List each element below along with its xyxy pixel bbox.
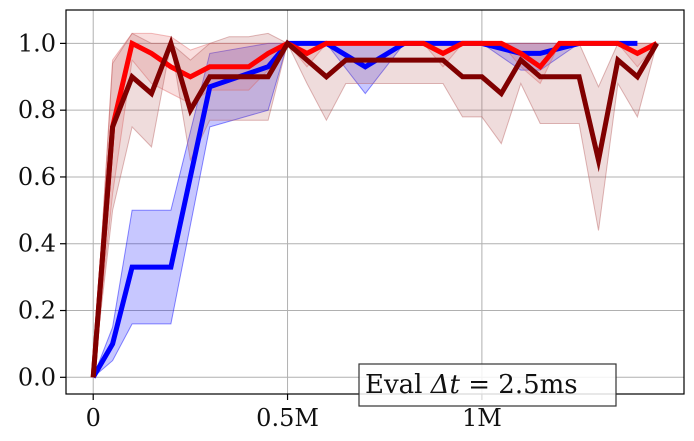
annotation-prefix: Eval [365, 370, 431, 400]
annotation-text: Eval Δt = 2.5ms [365, 370, 578, 400]
x-tick-label: 0.5M [256, 404, 319, 432]
x-tick-label: 0 [86, 404, 101, 432]
series-1-line [90, 39, 658, 378]
y-tick-label: 1.0 [18, 29, 56, 57]
annotation-box: Eval Δt = 2.5ms [358, 363, 617, 407]
y-tick-label: 0.4 [18, 230, 56, 258]
series-2-line [90, 35, 659, 378]
y-tick-label: 0.6 [18, 163, 56, 191]
y-tick-label: 0.0 [18, 363, 56, 391]
y-tick-label: 0.2 [18, 297, 56, 325]
series-0-band [92, 42, 638, 378]
y-tick-label: 0.8 [18, 96, 56, 124]
annotation-symbol: Δt [430, 370, 461, 400]
axis-ticks: 0 0.5M 1M 0.0 0.2 0.4 0.6 0.8 1.0 [18, 29, 502, 432]
annotation-suffix: = 2.5ms [460, 370, 578, 400]
confidence-bands [92, 32, 658, 378]
x-tick-label: 1M [462, 404, 502, 432]
annotation-frame [358, 363, 617, 407]
series-lines [90, 35, 659, 379]
